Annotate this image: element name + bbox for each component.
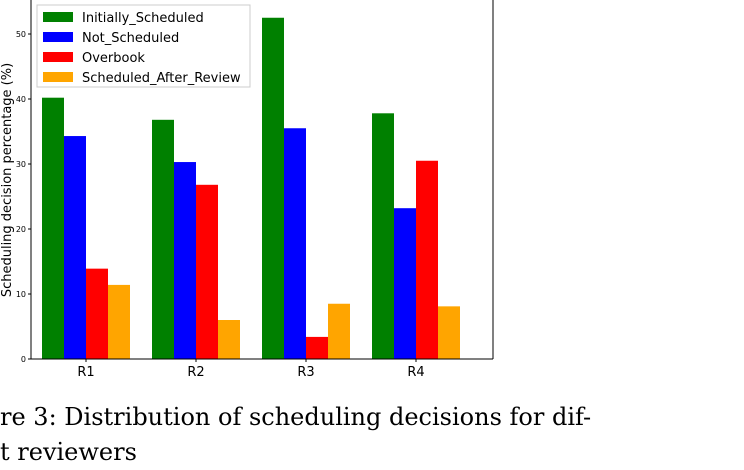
- y-tick-label: 50: [16, 30, 26, 39]
- bar-r2-initially-scheduled: [152, 119, 174, 359]
- bar-r4-not-scheduled: [394, 208, 416, 359]
- y-ticks-group: 0 10 20 30 40 50: [16, 30, 31, 364]
- bar-r1-overbook: [86, 268, 108, 359]
- y-tick-label: 10: [16, 290, 26, 299]
- y-tick-label: 30: [16, 160, 26, 169]
- bar-r1-not-scheduled: [64, 136, 86, 359]
- bar-r1-initially-scheduled: [42, 97, 64, 359]
- x-tick-label: R1: [77, 365, 94, 380]
- y-tick-label: 0: [21, 355, 26, 364]
- bar-r4-scheduled-after-review: [438, 306, 460, 359]
- legend-label: Initially_Scheduled: [82, 11, 204, 26]
- bar-r2-not-scheduled: [174, 162, 196, 359]
- y-tick-label: 20: [16, 225, 26, 234]
- x-ticks-group: R1 R2 R3 R4: [77, 359, 425, 380]
- legend-swatch: [43, 12, 73, 22]
- bar-chart: 0 10 20 30 40 50 R1 R2 R3 R4 Scheduling decision…: [0, 0, 494, 380]
- legend: Initially_Scheduled Not_Scheduled Overbook…: [36, 4, 251, 88]
- figure-caption: re 3: Distribution of scheduling decisio…: [0, 400, 744, 470]
- x-tick-label: R2: [187, 365, 204, 380]
- bars-group: [42, 17, 460, 359]
- x-tick-label: R4: [407, 365, 424, 380]
- x-tick-label: R3: [297, 365, 314, 380]
- caption-line-1: re 3: Distribution of scheduling decisio…: [0, 403, 592, 431]
- legend-swatch: [43, 72, 73, 82]
- caption-line-2: t reviewers: [0, 438, 137, 466]
- y-axis-title: Scheduling decision percentage (%): [0, 63, 15, 297]
- legend-swatch: [43, 52, 73, 62]
- legend-label: Not_Scheduled: [82, 31, 179, 46]
- legend-label: Scheduled_After_Review: [82, 71, 241, 86]
- bar-r4-initially-scheduled: [372, 113, 394, 359]
- bar-r2-overbook: [196, 184, 218, 359]
- bar-r1-scheduled-after-review: [108, 284, 130, 359]
- bar-r3-not-scheduled: [284, 128, 306, 359]
- bar-r3-scheduled-after-review: [328, 303, 350, 359]
- legend-label: Overbook: [82, 51, 145, 66]
- bar-r3-initially-scheduled: [262, 17, 284, 359]
- y-tick-label: 40: [16, 95, 26, 104]
- bar-r3-overbook: [306, 336, 328, 359]
- legend-swatch: [43, 32, 73, 42]
- bar-r2-scheduled-after-review: [218, 320, 240, 359]
- bar-r4-overbook: [416, 160, 438, 359]
